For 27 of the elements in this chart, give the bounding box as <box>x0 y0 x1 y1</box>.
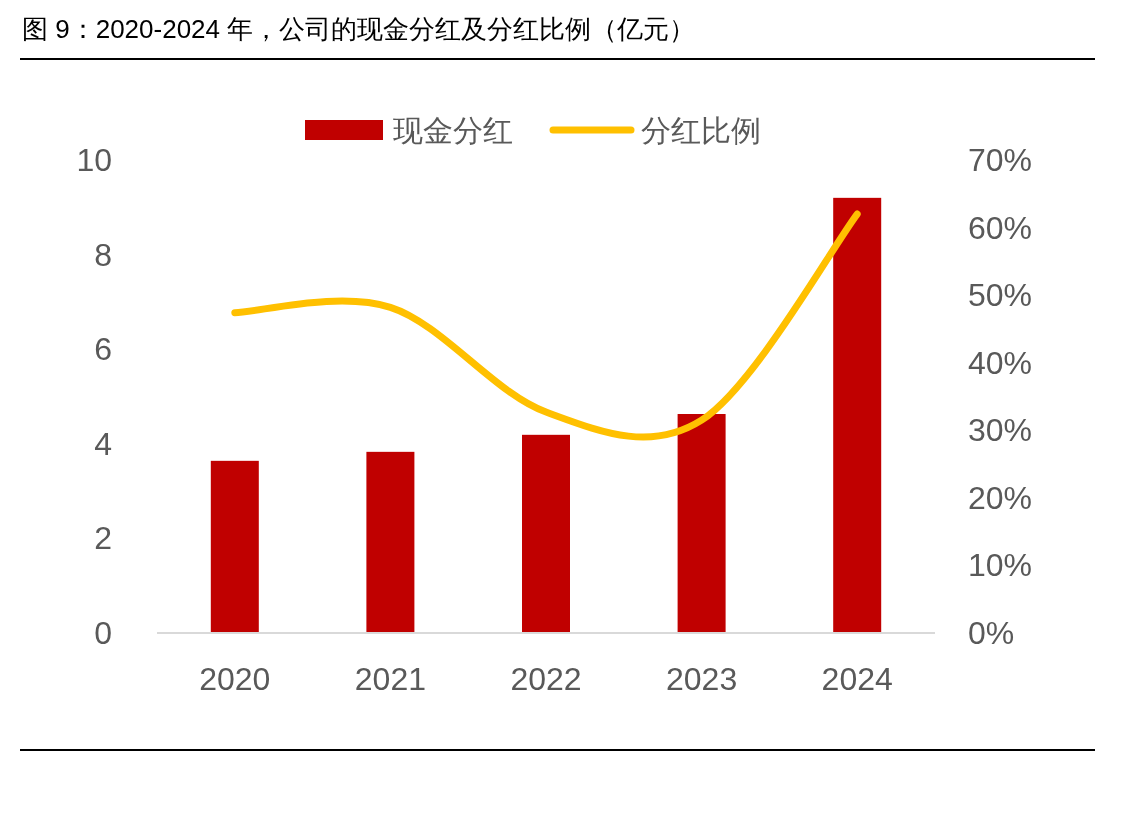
x-tick-label: 2020 <box>199 661 271 697</box>
x-tick-label: 2022 <box>510 661 582 697</box>
y-tick-label: 6 <box>94 331 112 368</box>
bar <box>677 414 726 633</box>
y2-tick-label: 10% <box>968 547 1033 584</box>
y2-tick-label: 60% <box>968 209 1033 246</box>
bar <box>210 460 259 633</box>
y2-tick-label: 70% <box>968 142 1033 178</box>
y2-tick-label: 0% <box>968 615 1015 651</box>
chart-title: 图 9：2020-2024 年，公司的现金分红及分红比例（亿元） <box>22 14 696 44</box>
legend-label: 现金分红 <box>393 114 513 147</box>
x-tick-label: 2023 <box>666 661 738 697</box>
x-tick-label: 2021 <box>354 661 426 697</box>
y-tick-label: 4 <box>94 425 112 462</box>
y2-tick-label: 40% <box>968 344 1033 381</box>
y-tick-label: 8 <box>94 236 112 273</box>
y2-tick-label: 20% <box>968 479 1033 516</box>
y-tick-label: 2 <box>94 520 112 557</box>
y-tick-label: 0 <box>94 615 112 651</box>
bar <box>833 197 882 633</box>
legend-label: 分红比例 <box>641 114 761 147</box>
bar <box>366 451 415 633</box>
y-tick-label: 10 <box>76 142 112 178</box>
x-tick-label: 2024 <box>821 661 893 697</box>
y2-tick-label: 50% <box>968 277 1033 314</box>
y2-tick-label: 30% <box>968 412 1033 449</box>
bar <box>522 434 570 633</box>
